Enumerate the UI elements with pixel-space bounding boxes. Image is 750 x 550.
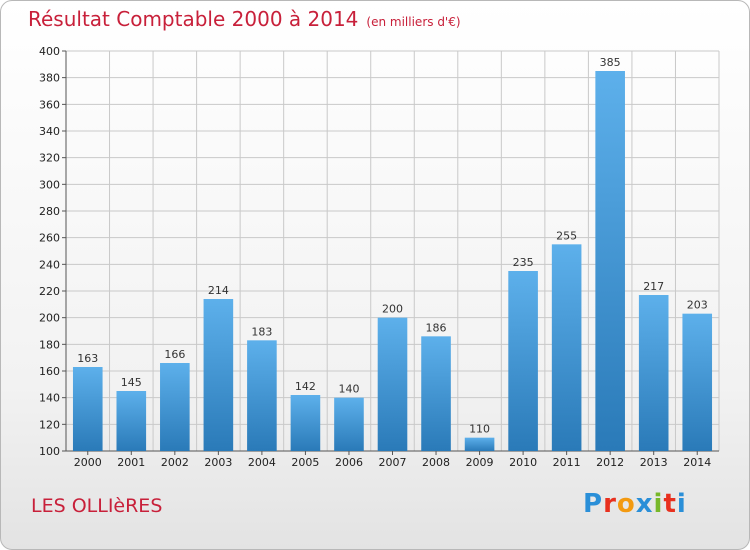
bar-2013 — [638, 295, 669, 451]
x-tick-label-2007: 2007 — [379, 456, 407, 469]
bar-2011 — [551, 244, 582, 451]
y-tick-label: 220 — [39, 285, 60, 298]
x-tick-label-2010: 2010 — [509, 456, 537, 469]
chart-title: Résultat Comptable 2000 à 2014 (en millie… — [28, 7, 461, 31]
data-label-2004: 183 — [251, 325, 272, 338]
x-tick-label-2014: 2014 — [683, 456, 711, 469]
data-label-2009: 110 — [469, 423, 490, 436]
commune-name: LES OLLIèRES — [31, 495, 163, 517]
bar-2000 — [72, 367, 103, 451]
data-label-2000: 163 — [77, 352, 98, 365]
logo-letter: t — [663, 489, 677, 519]
data-label-2007: 200 — [382, 303, 403, 316]
x-tick-label-2004: 2004 — [248, 456, 276, 469]
y-tick-label: 260 — [39, 232, 60, 245]
bar-2007 — [377, 317, 408, 451]
y-tick-label: 300 — [39, 178, 60, 191]
bars — [72, 71, 713, 451]
proxiti-logo: Proxiti — [583, 489, 687, 519]
y-tick-label: 140 — [39, 392, 60, 405]
bar-2002 — [160, 363, 190, 451]
bar-2012 — [595, 71, 625, 451]
chart-title-text: Résultat Comptable 2000 à 2014 — [28, 7, 359, 31]
data-label-2002: 166 — [164, 348, 185, 361]
bar-2010 — [508, 271, 538, 451]
data-label-2010: 235 — [513, 256, 534, 269]
logo-letter: o — [616, 489, 636, 519]
data-label-2012: 385 — [600, 56, 621, 69]
data-label-2014: 203 — [687, 299, 708, 312]
chart-unit: (en milliers d'€) — [366, 15, 461, 29]
x-tick-label-2013: 2013 — [640, 456, 668, 469]
bar-2009 — [464, 437, 495, 451]
x-tick-label-2012: 2012 — [596, 456, 624, 469]
y-tick-label: 340 — [39, 125, 60, 138]
x-tick-label-2001: 2001 — [117, 456, 145, 469]
logo-letter: i — [653, 489, 664, 519]
y-tick-label: 240 — [39, 258, 60, 271]
logo-letter: x — [635, 489, 654, 519]
x-tick-label-2011: 2011 — [553, 456, 581, 469]
data-label-2006: 140 — [338, 383, 359, 396]
y-tick-label: 280 — [39, 205, 60, 218]
x-tick-label-2000: 2000 — [74, 456, 102, 469]
logo-letter: i — [676, 489, 687, 519]
x-tick-label-2009: 2009 — [466, 456, 494, 469]
bar-2004 — [247, 340, 277, 451]
bar-2003 — [203, 299, 234, 451]
data-label-2005: 142 — [295, 380, 316, 393]
logo-letter: P — [583, 489, 604, 519]
y-tick-label: 180 — [39, 338, 60, 351]
logo-letter: r — [603, 489, 617, 519]
y-tick-label: 100 — [39, 445, 60, 458]
data-label-2001: 145 — [121, 376, 142, 389]
bar-2001 — [116, 391, 147, 451]
x-tick-label-2002: 2002 — [161, 456, 189, 469]
y-tick-label: 160 — [39, 365, 60, 378]
bar-2005 — [290, 395, 321, 451]
data-label-2008: 186 — [426, 321, 447, 334]
bar-2006 — [334, 397, 364, 451]
y-tick-label: 380 — [39, 72, 60, 85]
x-tick-label-2006: 2006 — [335, 456, 363, 469]
bar-2014 — [682, 313, 713, 451]
y-tick-label: 120 — [39, 418, 60, 431]
data-label-2003: 214 — [208, 284, 229, 297]
y-tick-label: 400 — [39, 45, 60, 58]
x-tick-label-2008: 2008 — [422, 456, 450, 469]
data-label-2011: 255 — [556, 229, 577, 242]
y-tick-label: 320 — [39, 152, 60, 165]
bar-2008 — [421, 336, 451, 451]
x-tick-label-2005: 2005 — [291, 456, 319, 469]
data-label-2013: 217 — [643, 280, 664, 293]
y-tick-label: 200 — [39, 312, 60, 325]
y-tick-label: 360 — [39, 98, 60, 111]
x-tick-label-2003: 2003 — [204, 456, 232, 469]
labels: 163 2000 145 2001 166 2002 214 2003 183 2004 142 20… — [74, 56, 711, 469]
